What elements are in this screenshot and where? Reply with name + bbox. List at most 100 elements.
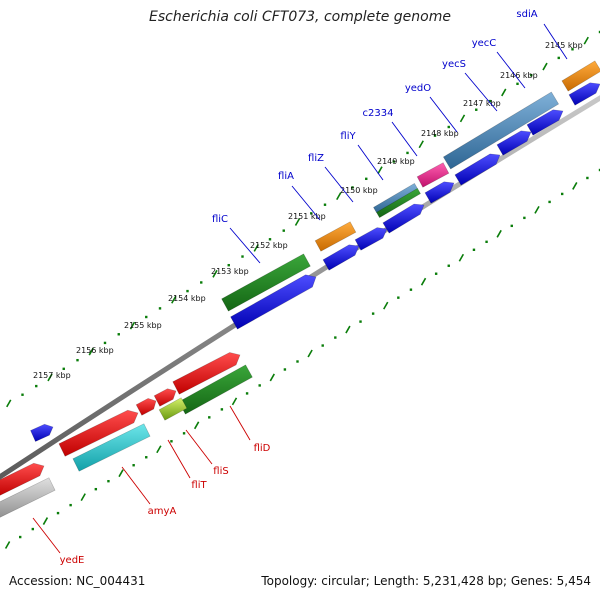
leader-line <box>229 227 261 264</box>
gene-feature <box>72 423 151 472</box>
ring-tick-minor <box>208 416 211 419</box>
ring-tick-minor <box>35 384 38 388</box>
ring-tick-major <box>193 421 200 430</box>
label-layer: 2145 kbp 2146 kbp 2147 kbp 2148 kbp 2149 kbp… <box>32 9 583 566</box>
ring-tick-major <box>459 114 466 123</box>
ring-tick-minor <box>371 312 375 315</box>
ring-tick-minor <box>447 264 450 267</box>
gene-feature <box>0 462 45 496</box>
gene-label-forward: yecS <box>442 59 466 70</box>
ring-tick-minor <box>365 177 368 181</box>
gene-label-forward: sdiA <box>516 9 537 20</box>
gene-feature <box>561 60 600 92</box>
ring-tick-minor <box>132 464 135 467</box>
gene-label-forward: yecC <box>472 38 497 49</box>
gene-label-forward: yedO <box>405 83 431 94</box>
gene-label-forward: c2334 <box>363 108 394 119</box>
ring-tick-minor <box>227 263 230 267</box>
ring-tick-minor <box>397 296 400 299</box>
ring-tick-major <box>458 253 465 262</box>
kbp-tick-label: 2155 kbp <box>124 321 162 330</box>
kbp-tick-label: 2157 kbp <box>33 371 71 380</box>
ring-tick-minor <box>406 151 409 155</box>
leader-line <box>291 185 321 221</box>
ring-tick-major <box>583 36 589 45</box>
leader-line <box>32 517 61 554</box>
gene-label-reverse: yedE <box>60 555 85 566</box>
kbp-tick-label: 2151 kbp <box>288 212 326 221</box>
feature-layer <box>0 60 600 518</box>
length-label: Length: <box>373 574 420 588</box>
ring-tick-minor <box>283 368 287 371</box>
kbp-tick-label: 2145 kbp <box>545 41 583 50</box>
gene-feature <box>153 388 177 407</box>
kbp-tick-label: 2152 kbp <box>250 241 288 250</box>
ring-tick-minor <box>598 168 600 172</box>
gene-feature <box>416 162 450 188</box>
ring-tick-major <box>129 321 136 330</box>
ring-tick-minor <box>76 358 79 362</box>
ring-tick-minor <box>488 99 492 103</box>
ring-tick-minor <box>21 393 24 396</box>
ring-tick-minor <box>334 336 337 339</box>
gene-label-reverse: amyA <box>148 506 177 517</box>
leader-line <box>464 72 498 112</box>
ring-tick-minor <box>392 160 395 163</box>
accession-info: Accession: NC_004431 <box>9 574 145 588</box>
ring-tick-major <box>253 244 259 252</box>
ring-tick-major <box>156 445 162 454</box>
gene-feature <box>496 130 532 156</box>
leader-line <box>167 439 191 479</box>
kbp-tick-label: 2147 kbp <box>463 99 501 108</box>
ring-tick-major <box>307 349 313 358</box>
gene-label-forward: fliC <box>212 214 228 225</box>
ring-tick-major <box>294 218 301 226</box>
ring-tick-minor <box>145 315 148 319</box>
ring-tick-minor <box>548 200 551 204</box>
kbp-tick-label: 2154 kbp <box>168 294 206 303</box>
ring-tick-minor <box>186 289 189 293</box>
gene-label-reverse: fliT <box>191 480 207 491</box>
ring-tick-minor <box>145 456 148 459</box>
length-value: 5,231,428 bp <box>422 574 503 588</box>
ring-tick-minor <box>523 216 526 220</box>
leader-line <box>185 429 213 465</box>
gene-label-reverse: fliS <box>213 466 228 477</box>
ring-tick-minor <box>19 535 22 539</box>
ring-tick-major <box>383 301 389 310</box>
ring-tick-minor <box>485 240 488 244</box>
ring-tick-minor <box>56 511 60 515</box>
ring-tick-major <box>231 397 238 406</box>
ring-tick-minor <box>170 440 173 443</box>
kbp-tick-label: 2148 kbp <box>421 129 459 138</box>
ring-tick-major <box>496 229 502 238</box>
gene-feature <box>314 221 357 252</box>
ring-tick-minor <box>472 248 476 251</box>
ring-tick-major <box>4 541 11 549</box>
ring-tick-minor <box>434 272 438 275</box>
ring-tick-minor <box>94 487 98 491</box>
ring-tick-major <box>420 277 427 286</box>
kbp-tick-label: 2156 kbp <box>76 346 114 355</box>
genes-label: Genes: <box>510 574 553 588</box>
ring-tick-minor <box>409 288 413 291</box>
ring-tick-minor <box>107 479 110 483</box>
ring-tick-major <box>542 62 548 71</box>
gene-feature <box>221 253 311 312</box>
topology-value: circular <box>321 574 366 588</box>
ring-tick-minor <box>321 344 324 347</box>
leader-line <box>429 96 458 133</box>
gene-feature <box>230 274 317 330</box>
gene-feature <box>0 477 56 518</box>
gene-feature <box>454 153 501 186</box>
ring-tick-minor <box>359 320 362 323</box>
accession-value: NC_004431 <box>76 574 146 588</box>
leader-line <box>229 405 251 441</box>
gene-feature <box>30 423 54 442</box>
ring-tick-major <box>336 192 342 200</box>
ring-tick-minor <box>268 238 272 241</box>
ring-tick-minor <box>598 30 600 34</box>
ring-tick-major <box>47 373 53 382</box>
kbp-tick-label: 2149 kbp <box>377 157 415 166</box>
